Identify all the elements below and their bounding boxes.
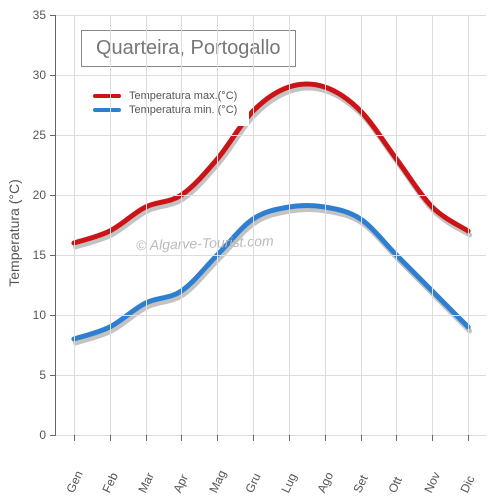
x-tick-label: Lug — [278, 471, 299, 495]
legend-item-max: Temperatura max.(°C) — [93, 90, 237, 102]
x-tick-label: Gen — [63, 469, 85, 495]
y-tick-label: 0 — [16, 428, 46, 442]
y-tick-label: 35 — [16, 8, 46, 22]
y-tick-label: 15 — [16, 248, 46, 262]
series-shadow-min — [75, 210, 469, 344]
x-tick-label: Gru — [243, 471, 264, 495]
legend: Temperatura max.(°C) Temperatura min. (°… — [81, 80, 249, 126]
x-tick-label: Feb — [99, 470, 120, 495]
temperature-chart: Temperatura (°C) Quarteira, Portogallo T… — [0, 0, 500, 500]
x-tick-label: Mag — [207, 468, 230, 495]
x-tick-label: Apr — [171, 472, 192, 495]
x-tick-label: Dic — [458, 473, 478, 495]
line-series-layer — [56, 15, 486, 435]
legend-swatch-max — [93, 94, 121, 98]
x-tick-label: Nov — [422, 470, 444, 495]
y-tick-label: 30 — [16, 68, 46, 82]
x-tick-label: Ott — [386, 475, 405, 495]
y-tick-label: 20 — [16, 188, 46, 202]
plot-area: Temperatura (°C) Quarteira, Portogallo T… — [55, 15, 486, 436]
x-tick-label: Ago — [314, 470, 336, 495]
chart-title: Quarteira, Portogallo — [81, 30, 296, 67]
legend-swatch-min — [93, 108, 121, 112]
y-tick-label: 5 — [16, 368, 46, 382]
x-tick-label: Set — [350, 473, 370, 495]
y-tick-label: 25 — [16, 128, 46, 142]
x-tick-label: Mar — [135, 470, 156, 495]
y-tick-label: 10 — [16, 308, 46, 322]
legend-item-min: Temperatura min. (°C) — [93, 104, 237, 116]
